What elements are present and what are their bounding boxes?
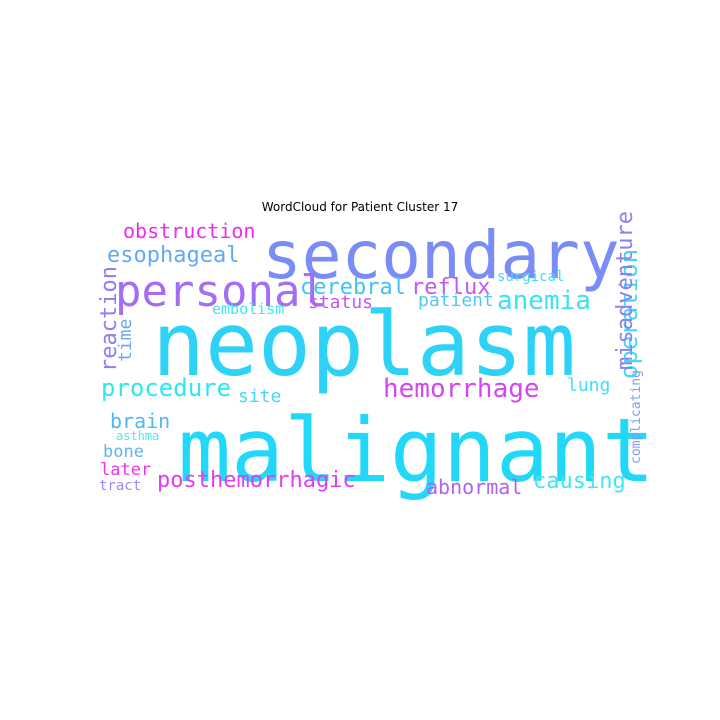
word-brain: brain (110, 409, 170, 433)
word-abnormal: abnormal (426, 475, 522, 499)
word-tract: tract (99, 478, 141, 494)
word-secondary: secondary (262, 217, 620, 294)
word-procedure: procedure (101, 374, 231, 402)
word-posthemorrhagic: posthemorrhagic (157, 468, 356, 493)
word-time: time (115, 319, 136, 362)
word-status: status (308, 292, 373, 313)
word-reaction: reaction (97, 266, 122, 372)
word-causing: causing (533, 469, 626, 494)
word-obstruction: obstruction (123, 219, 255, 243)
word-asthma: asthma (116, 429, 159, 443)
word-operation: operation (615, 249, 643, 379)
word-hemorrhage: hemorrhage (383, 374, 540, 404)
word-patient: patient (418, 290, 494, 311)
word-personal: personal (115, 266, 327, 317)
word-reflux: reflux (411, 275, 490, 300)
chart-title: WordCloud for Patient Cluster 17 (261, 200, 459, 214)
word-complicating: complicating (629, 370, 644, 464)
word-lung: lung (567, 375, 610, 396)
word-cerebral: cerebral (300, 275, 406, 300)
word-site: site (238, 386, 281, 407)
word-bone: bone (103, 442, 144, 462)
word-surgical: surgical (497, 269, 564, 285)
word-embolism: embolism (212, 300, 284, 318)
word-malignant: malignant (178, 399, 655, 502)
word-anemia: anemia (497, 286, 591, 316)
word-misadventure: misadventure (613, 211, 638, 370)
word-later: later (100, 460, 151, 480)
word-neoplasm: neoplasm (152, 293, 576, 396)
word-esophageal: esophageal (107, 243, 239, 268)
